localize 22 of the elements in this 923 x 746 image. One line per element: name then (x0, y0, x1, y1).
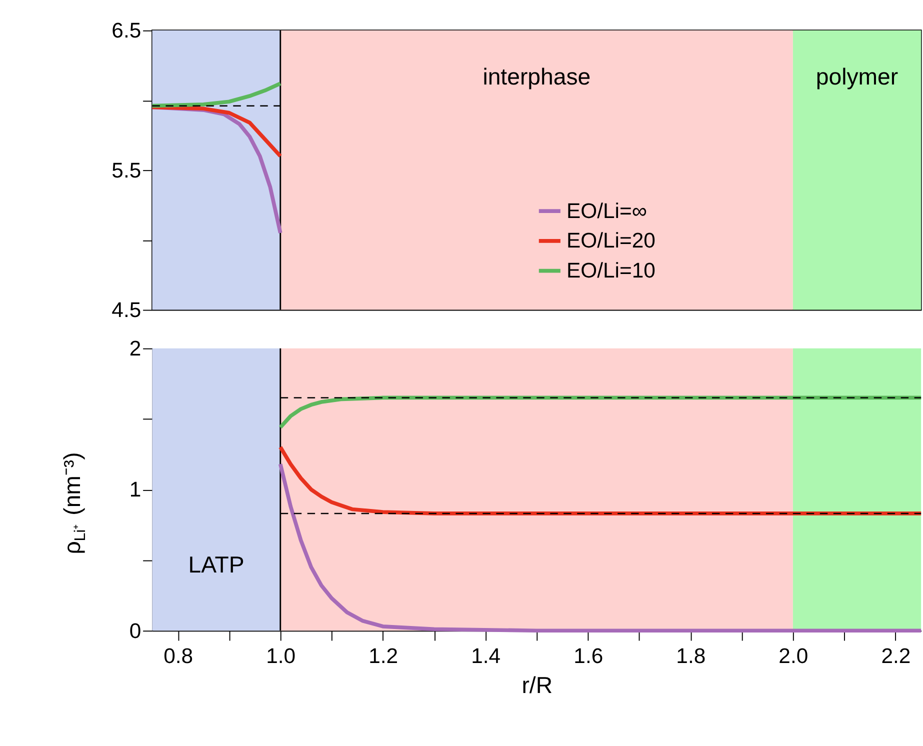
x-axis-title: r/R (522, 672, 553, 698)
y-axis-title: ρLi⁺ (nm⁻³) (58, 452, 89, 554)
x-tick-label: 1.0 (266, 644, 296, 668)
x-tick-label: 1.4 (471, 644, 501, 668)
x-tick-label: 2.2 (881, 644, 911, 668)
y-tick-label: 2 (129, 338, 142, 361)
legend-label: EO/Li=10 (566, 260, 656, 283)
legend-label: EO/Li=∞ (566, 200, 647, 223)
legend-label: EO/Li=20 (566, 230, 656, 253)
band-label: LATP (188, 551, 244, 578)
y-tick-label: 6.5 (112, 20, 142, 43)
y-tick-label: 5.5 (112, 159, 142, 182)
y-tick-label: 1 (129, 478, 142, 502)
x-tick-label: 1.8 (676, 644, 706, 668)
band-label: interphase (482, 64, 591, 90)
x-tick-label: 1.2 (368, 644, 398, 668)
band-label: polymer (816, 64, 898, 90)
x-tick-label: 0.8 (164, 644, 194, 668)
x-tick-label: 1.6 (574, 644, 604, 668)
y-tick-label: 4.5 (112, 299, 142, 322)
x-tick-label: 2.0 (778, 644, 808, 668)
y-tick-label: 0 (129, 620, 142, 643)
